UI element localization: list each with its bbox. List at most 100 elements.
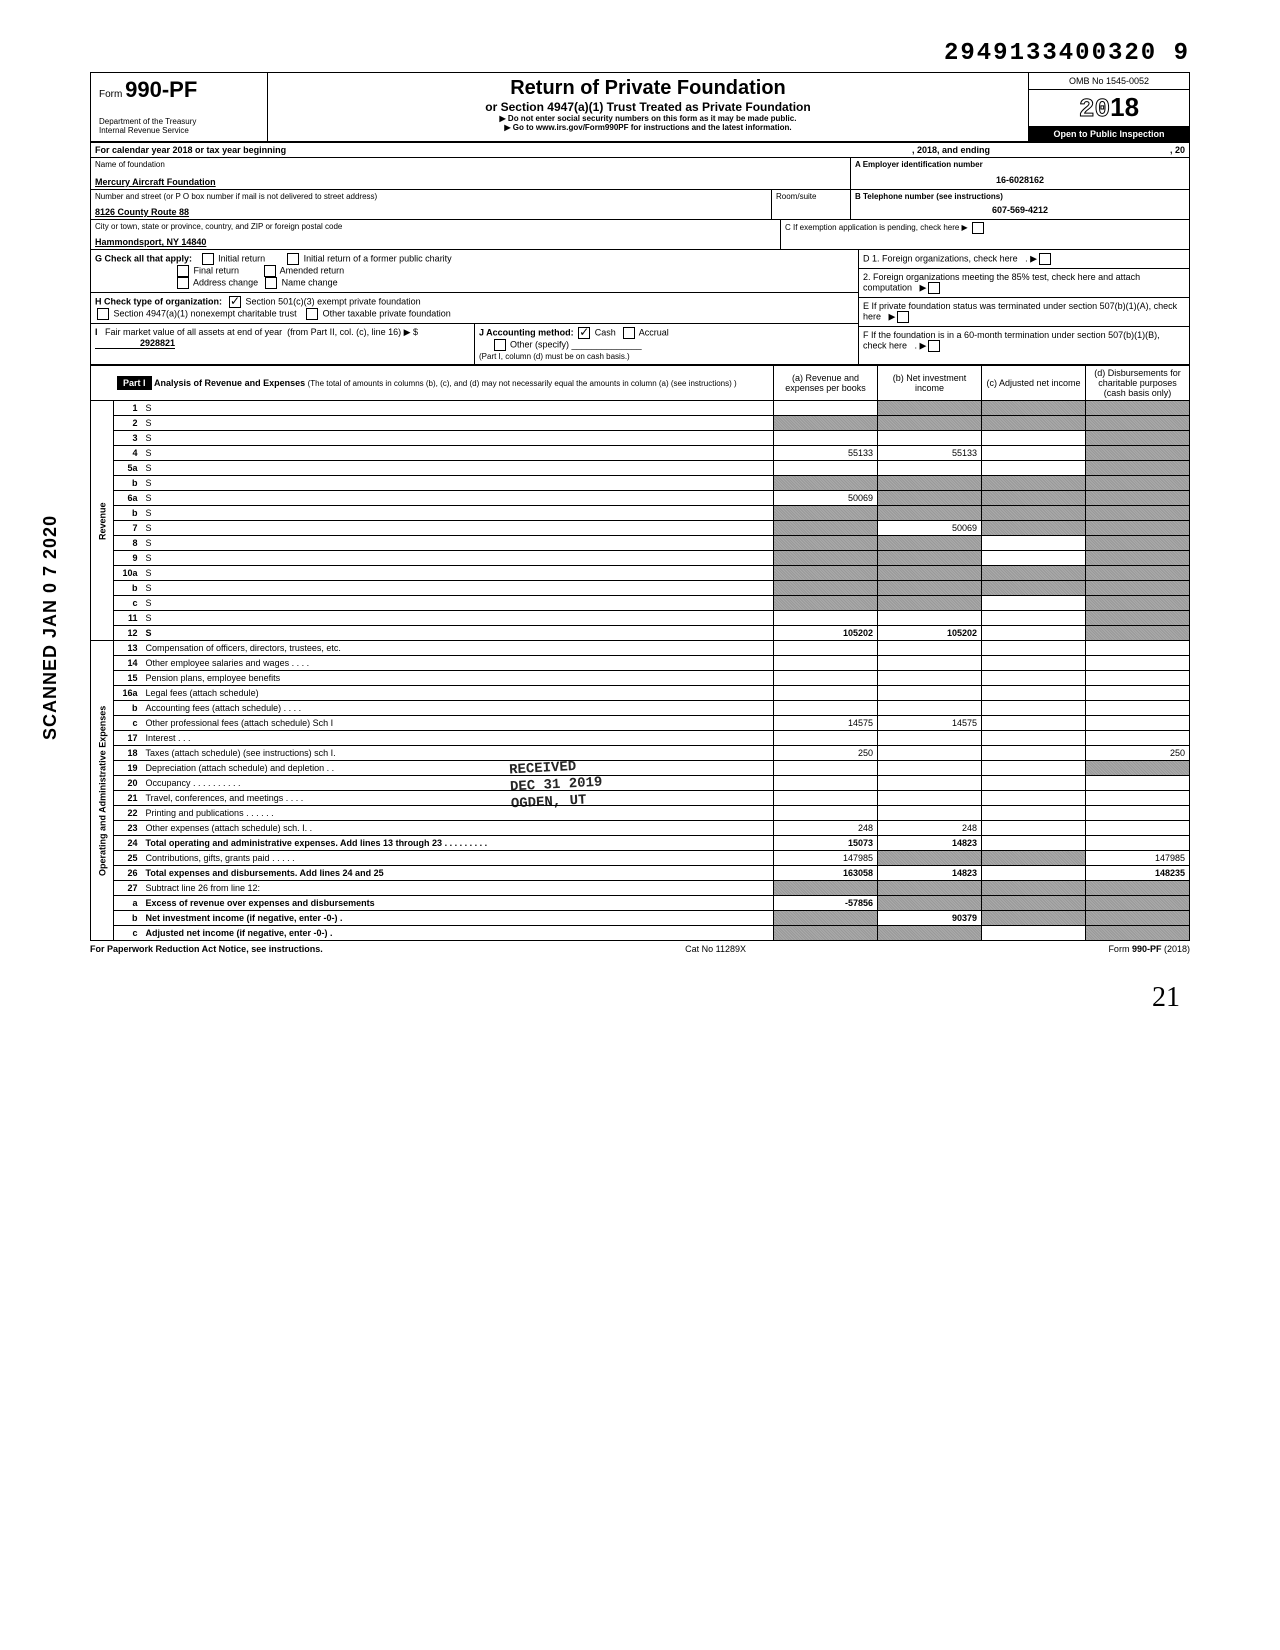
g-address-change[interactable] bbox=[177, 277, 189, 289]
telephone: 607-569-4212 bbox=[855, 201, 1185, 215]
col-c-header: (c) Adjusted net income bbox=[982, 366, 1086, 401]
revenue-row: 5aS bbox=[91, 461, 1190, 476]
street-address: 8126 County Route 88 bbox=[95, 207, 767, 217]
name-label: Name of foundation bbox=[95, 160, 846, 169]
expense-row: 20Occupancy . . . . . . . . . . bbox=[91, 776, 1190, 791]
revenue-row: 8S bbox=[91, 536, 1190, 551]
form-ref: Form 990-PF (2018) bbox=[1108, 944, 1190, 954]
g-label: G Check all that apply: bbox=[95, 253, 192, 263]
revenue-row: Revenue1S bbox=[91, 401, 1190, 416]
period-mid: , 2018, and ending bbox=[912, 145, 990, 155]
scanned-stamp: SCANNED JAN 0 7 2020 bbox=[40, 515, 61, 740]
expense-row: 21Travel, conferences, and meetings . . … bbox=[91, 791, 1190, 806]
revenue-row: 4S5513355133 bbox=[91, 446, 1190, 461]
expense-row: bAccounting fees (attach schedule) . . .… bbox=[91, 701, 1190, 716]
tel-label: B Telephone number (see instructions) bbox=[855, 192, 1185, 201]
i-label: I Fair market value of all assets at end… bbox=[95, 327, 418, 337]
revenue-row: 11S bbox=[91, 611, 1190, 626]
revenue-row: 7S50069 bbox=[91, 521, 1190, 536]
g-amended[interactable] bbox=[264, 265, 276, 277]
form-prefix: Form bbox=[99, 89, 122, 100]
ein: 16-6028162 bbox=[855, 169, 1185, 185]
box-f: F If the foundation is in a 60-month ter… bbox=[859, 327, 1189, 355]
j-other[interactable] bbox=[494, 339, 506, 351]
expense-row: 19Depreciation (attach schedule) and dep… bbox=[91, 761, 1190, 776]
revenue-row: bS bbox=[91, 476, 1190, 491]
g-final-return[interactable] bbox=[177, 265, 189, 277]
expense-row: 18Taxes (attach schedule) (see instructi… bbox=[91, 746, 1190, 761]
addr-label: Number and street (or P O box number if … bbox=[95, 192, 767, 201]
box-d1: D 1. Foreign organizations, check here .… bbox=[859, 250, 1189, 269]
box-d2: 2. Foreign organizations meeting the 85%… bbox=[859, 269, 1189, 298]
tax-year: 18 bbox=[1110, 92, 1139, 122]
col-b-header: (b) Net investment income bbox=[878, 366, 982, 401]
room-label: Room/suite bbox=[776, 192, 846, 201]
g-former-charity[interactable] bbox=[287, 253, 299, 265]
revenue-row: cS bbox=[91, 596, 1190, 611]
h-other[interactable] bbox=[306, 308, 318, 320]
irs: Internal Revenue Service bbox=[99, 126, 259, 135]
revenue-row: 6aS50069 bbox=[91, 491, 1190, 506]
col-a-header: (a) Revenue and expenses per books bbox=[774, 366, 878, 401]
period-end: , 20 bbox=[1170, 145, 1185, 155]
expense-row: 26Total expenses and disbursements. Add … bbox=[91, 866, 1190, 881]
form-title: Return of Private Foundation bbox=[272, 77, 1024, 100]
fmv-value: 2928821 bbox=[95, 338, 175, 349]
paperwork-notice: For Paperwork Reduction Act Notice, see … bbox=[90, 944, 323, 954]
revenue-row: bS bbox=[91, 581, 1190, 596]
j-accrual[interactable] bbox=[623, 327, 635, 339]
expense-row: aExcess of revenue over expenses and dis… bbox=[91, 896, 1190, 911]
part1-sub: (The total of amounts in columns (b), (c… bbox=[308, 379, 737, 388]
expense-row: Operating and Administrative Expenses13C… bbox=[91, 641, 1190, 656]
page-number: 21 bbox=[1152, 982, 1180, 1014]
box-c-checkbox[interactable] bbox=[972, 222, 984, 234]
form-subtitle: or Section 4947(a)(1) Trust Treated as P… bbox=[272, 100, 1024, 114]
expense-row: 24Total operating and administrative exp… bbox=[91, 836, 1190, 851]
expense-row: 25Contributions, gifts, grants paid . . … bbox=[91, 851, 1190, 866]
foundation-name: Mercury Aircraft Foundation bbox=[95, 177, 846, 187]
dept: Department of the Treasury bbox=[99, 117, 259, 126]
omb-number: OMB No 1545-0052 bbox=[1029, 73, 1189, 90]
h-501c3[interactable] bbox=[229, 296, 241, 308]
revenue-row: 9S bbox=[91, 551, 1190, 566]
expense-row: 27Subtract line 26 from line 12: bbox=[91, 881, 1190, 896]
col-d-header: (d) Disbursements for charitable purpose… bbox=[1086, 366, 1190, 401]
city-label: City or town, state or province, country… bbox=[95, 222, 776, 231]
box-e: E If private foundation status was termi… bbox=[859, 298, 1189, 327]
revenue-row: 12S105202105202 bbox=[91, 626, 1190, 641]
form-page: SCANNED JAN 0 7 2020 2949133400320 9 For… bbox=[90, 40, 1190, 954]
period-begin-label: For calendar year 2018 or tax year begin… bbox=[95, 145, 286, 155]
expense-row: cOther professional fees (attach schedul… bbox=[91, 716, 1190, 731]
j-label: J Accounting method: bbox=[479, 327, 574, 337]
h-4947[interactable] bbox=[97, 308, 109, 320]
revenue-row: bS bbox=[91, 506, 1190, 521]
city-state-zip: Hammondsport, NY 14840 bbox=[95, 237, 776, 247]
g-initial-return[interactable] bbox=[202, 253, 214, 265]
h-label: H Check type of organization: bbox=[95, 296, 222, 306]
expense-row: 16aLegal fees (attach schedule) bbox=[91, 686, 1190, 701]
revenue-row: 3S bbox=[91, 431, 1190, 446]
revenue-row: 10aS bbox=[91, 566, 1190, 581]
expense-row: 22Printing and publications . . . . . . bbox=[91, 806, 1190, 821]
j-cash[interactable] bbox=[578, 327, 590, 339]
ein-label: A Employer identification number bbox=[855, 160, 1185, 169]
cat-no: Cat No 11289X bbox=[685, 944, 746, 954]
form-footer: For Paperwork Reduction Act Notice, see … bbox=[90, 941, 1190, 954]
expense-row: cAdjusted net income (if negative, enter… bbox=[91, 926, 1190, 941]
open-inspection: Open to Public Inspection bbox=[1029, 127, 1189, 141]
expense-row: 15Pension plans, employee benefits bbox=[91, 671, 1190, 686]
goto-url: ▶ Go to www.irs.gov/Form990PF for instru… bbox=[272, 123, 1024, 132]
form-number: 990-PF bbox=[125, 77, 197, 102]
ssn-warning: ▶ Do not enter social security numbers o… bbox=[272, 114, 1024, 123]
dln: 2949133400320 9 bbox=[90, 40, 1190, 67]
expense-row: 14Other employee salaries and wages . . … bbox=[91, 656, 1190, 671]
expense-row: 17Interest . . . bbox=[91, 731, 1190, 746]
revenue-row: 2S bbox=[91, 416, 1190, 431]
part1-header: Part I bbox=[117, 376, 152, 390]
box-c: C If exemption application is pending, c… bbox=[785, 222, 1185, 234]
expense-row: bNet investment income (if negative, ent… bbox=[91, 911, 1190, 926]
part1-table: Part I Analysis of Revenue and Expenses … bbox=[90, 365, 1190, 941]
g-name-change[interactable] bbox=[265, 277, 277, 289]
j-note: (Part I, column (d) must be on cash basi… bbox=[479, 352, 630, 361]
expense-row: 23Other expenses (attach schedule) sch. … bbox=[91, 821, 1190, 836]
